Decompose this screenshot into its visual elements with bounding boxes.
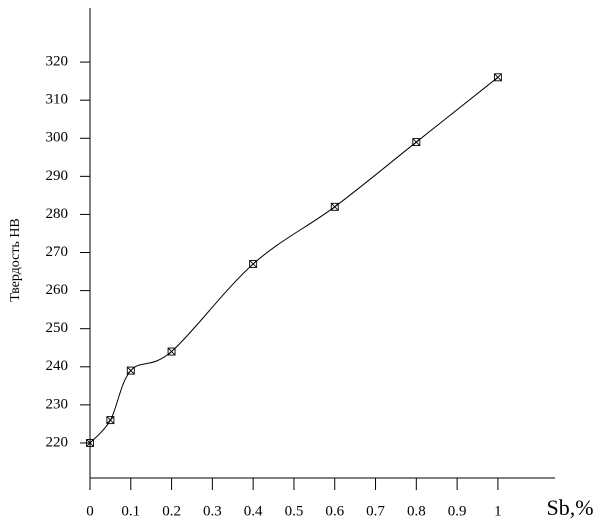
y-tick-label: 300: [46, 130, 69, 146]
x-tick-label: 0.7: [366, 503, 385, 519]
point-marker: [167, 347, 176, 356]
line: [89, 76, 499, 444]
y-axis-label: Твердость НВ: [8, 218, 23, 302]
point-marker: [412, 138, 421, 147]
x-tick-label: 0.2: [162, 503, 181, 519]
x-axis-label: Sb,%: [546, 495, 593, 520]
y-tick-label: 290: [46, 168, 69, 184]
x-tick-label: 0.6: [325, 503, 344, 519]
point-marker: [126, 366, 135, 375]
y-tick-label: 270: [46, 244, 69, 260]
y-tick-label: 220: [46, 434, 69, 450]
y-tick-label: 240: [46, 358, 69, 374]
y-tick-label: 320: [46, 54, 69, 70]
point-marker: [106, 416, 115, 425]
y-tick-label: 280: [46, 206, 69, 222]
point-marker: [330, 202, 339, 211]
y-tick-label: 250: [46, 320, 69, 336]
x-tick-label: 0.1: [121, 503, 140, 519]
point-marker: [249, 259, 258, 268]
x-tick-label: 0.4: [244, 503, 263, 519]
x-tick-label: 0: [86, 503, 94, 519]
y-tick-label: 260: [46, 282, 69, 298]
y-tick-label: 310: [46, 92, 69, 108]
y-tick-label: 230: [46, 396, 69, 412]
x-tick-label: 0.8: [407, 503, 426, 519]
x-tick-label: 0.5: [285, 503, 304, 519]
point-marker: [86, 439, 94, 447]
point-marker: [493, 73, 502, 82]
x-tick-label: 0.9: [448, 503, 467, 519]
x-tick-label: 0.3: [203, 503, 222, 519]
x-tick-label: 1: [494, 503, 502, 519]
